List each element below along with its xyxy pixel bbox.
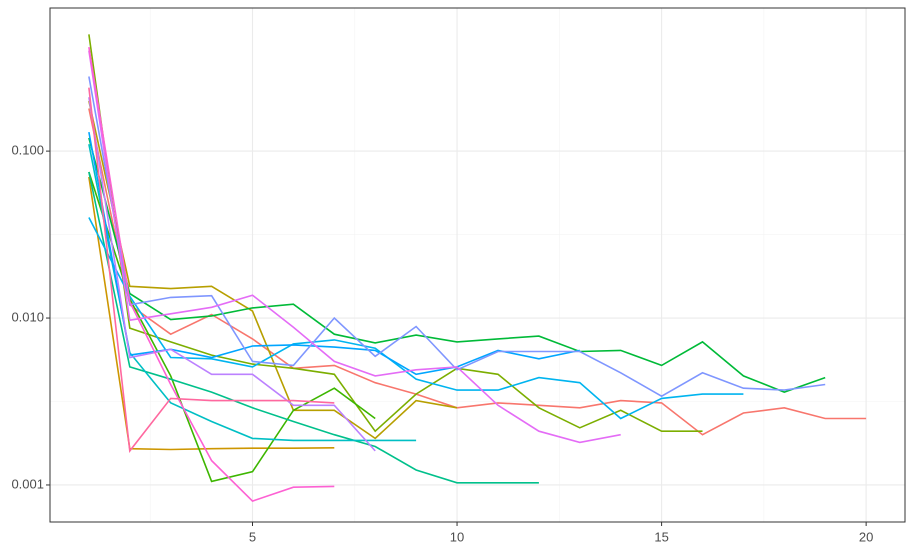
series-line — [88, 87, 335, 453]
x-tick-label: 20 — [859, 529, 873, 544]
series-line — [88, 108, 867, 436]
series-line — [88, 217, 744, 420]
series-line — [88, 34, 703, 433]
plot-border — [49, 7, 906, 523]
x-tick-label: 10 — [450, 529, 464, 544]
series-line — [88, 46, 335, 503]
series-line — [88, 137, 826, 393]
series-line — [88, 97, 376, 452]
series-line — [88, 171, 376, 483]
series-line — [88, 171, 539, 484]
y-tick-label: 0.001 — [11, 476, 44, 491]
series-line — [88, 76, 826, 398]
x-tick-label: 5 — [249, 529, 256, 544]
x-tick-label: 15 — [654, 529, 668, 544]
series-line — [88, 144, 417, 442]
series-line — [88, 50, 621, 444]
y-tick-label: 0.100 — [11, 143, 44, 158]
series-line — [88, 100, 458, 440]
y-tick-label: 0.010 — [11, 309, 44, 324]
